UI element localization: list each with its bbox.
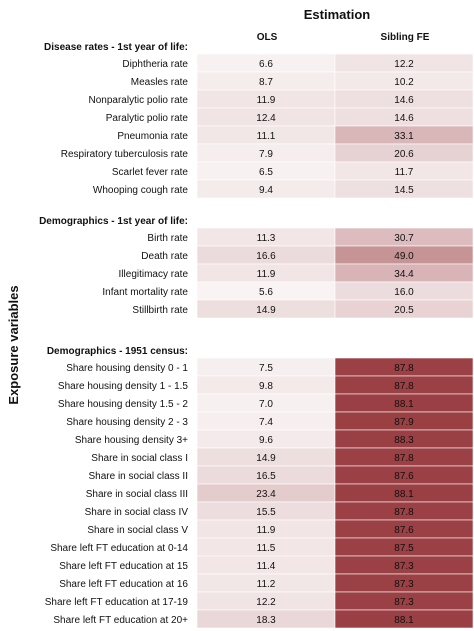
row-label-share-housing-density-1-5-2: Share housing density 1.5 - 2 (58, 399, 189, 410)
cell-value-share-in-social-class-iii-ols: 23.4 (256, 489, 276, 500)
row-label-paralytic-polio-rate: Paralytic polio rate (106, 113, 189, 124)
cell-value-share-left-ft-education-at-20-ols: 18.3 (256, 615, 276, 626)
cell-value-share-housing-density-1-1-5-sibling-fe: 87.8 (394, 381, 414, 392)
cell-value-share-housing-density-1-5-2-ols: 7.0 (259, 399, 273, 410)
row-label-respiratory-tuberculosis-rate: Respiratory tuberculosis rate (61, 149, 189, 160)
cell-value-pneumonia-rate-ols: 11.1 (257, 131, 276, 142)
cell-value-share-in-social-class-iv-sibling-fe: 87.8 (394, 507, 414, 518)
row-label-infant-mortality-rate: Infant mortality rate (102, 287, 188, 298)
cell-value-share-left-ft-education-at-15-sibling-fe: 87.3 (394, 561, 414, 572)
row-label-measles-rate: Measles rate (131, 77, 189, 88)
row-label-share-housing-density-3: Share housing density 3+ (75, 435, 188, 446)
row-label-pneumonia-rate: Pneumonia rate (117, 131, 188, 142)
row-label-share-in-social-class-iv: Share in social class IV (85, 507, 189, 518)
cell-value-share-housing-density-2-3-sibling-fe: 87.9 (394, 417, 414, 428)
cell-value-share-in-social-class-v-ols: 11.9 (257, 525, 276, 536)
group-header-1: Demographics - 1st year of life: (39, 216, 188, 227)
row-label-share-left-ft-education-at-15: Share left FT education at 15 (59, 561, 188, 572)
cell-value-death-rate-ols: 16.6 (256, 251, 276, 262)
cell-value-whooping-cough-rate-ols: 9.4 (259, 185, 273, 196)
cell-value-share-housing-density-3-sibling-fe: 88.3 (394, 435, 414, 446)
cell-value-share-housing-density-1-1-5-ols: 9.8 (259, 381, 273, 392)
row-label-share-left-ft-education-at-17-19: Share left FT education at 17-19 (45, 597, 189, 608)
cell-value-share-in-social-class-ii-sibling-fe: 87.6 (394, 471, 414, 482)
row-label-stillbirth-rate: Stillbirth rate (132, 305, 188, 316)
cell-value-pneumonia-rate-sibling-fe: 33.1 (394, 131, 414, 142)
row-label-death-rate: Death rate (141, 251, 188, 262)
heatmap-labels: Disease rates - 1st year of life: Diphthe… (39, 42, 188, 626)
cell-value-share-housing-density-2-3-ols: 7.4 (259, 417, 273, 428)
cell-value-share-left-ft-education-at-17-19-sibling-fe: 87.3 (394, 597, 414, 608)
row-label-illegitimacy-rate: Illegitimacy rate (119, 269, 189, 280)
cell-value-scarlet-fever-rate-sibling-fe: 11.7 (395, 167, 414, 178)
cell-value-paralytic-polio-rate-sibling-fe: 14.6 (394, 113, 414, 124)
cell-value-share-left-ft-education-at-15-ols: 11.4 (257, 561, 276, 572)
row-label-share-left-ft-education-at-0-14: Share left FT education at 0-14 (50, 543, 188, 554)
row-label-whooping-cough-rate: Whooping cough rate (93, 185, 189, 196)
cell-value-birth-rate-sibling-fe: 30.7 (394, 233, 414, 244)
column-header-ols: OLS (257, 32, 278, 43)
cell-value-share-in-social-class-ii-ols: 16.5 (256, 471, 276, 482)
row-label-scarlet-fever-rate: Scarlet fever rate (112, 167, 189, 178)
row-label-share-in-social-class-i: Share in social class I (91, 453, 188, 464)
cell-value-diphtheria-rate-ols: 6.6 (259, 59, 273, 70)
cell-value-share-in-social-class-iii-sibling-fe: 88.1 (394, 489, 414, 500)
cell-value-nonparalytic-polio-rate-ols: 11.9 (257, 95, 276, 106)
cell-value-share-housing-density-1-5-2-sibling-fe: 88.1 (394, 399, 414, 410)
cell-whooping-cough-rate-sibling-fe (334, 179, 474, 199)
cell-value-share-in-social-class-v-sibling-fe: 87.6 (394, 525, 414, 536)
y-axis-label: Exposure variables (6, 285, 21, 404)
cell-value-infant-mortality-rate-ols: 5.6 (259, 287, 273, 298)
cell-value-measles-rate-ols: 8.7 (259, 77, 273, 88)
row-label-diphtheria-rate: Diphtheria rate (122, 59, 188, 70)
cell-stillbirth-rate-sibling-fe (334, 299, 474, 319)
cell-value-share-housing-density-3-ols: 9.6 (259, 435, 273, 446)
row-label-birth-rate: Birth rate (147, 233, 188, 244)
cell-value-death-rate-sibling-fe: 49.0 (394, 251, 414, 262)
cell-value-nonparalytic-polio-rate-sibling-fe: 14.6 (394, 95, 414, 106)
cell-value-share-housing-density-0-1-ols: 7.5 (259, 363, 273, 374)
row-label-nonparalytic-polio-rate: Nonparalytic polio rate (89, 95, 189, 106)
cell-value-share-left-ft-education-at-0-14-sibling-fe: 87.5 (394, 543, 414, 554)
group-header-2: Demographics - 1951 census: (47, 346, 188, 357)
cell-value-whooping-cough-rate-sibling-fe: 14.5 (394, 185, 414, 196)
cell-value-share-in-social-class-i-sibling-fe: 87.8 (394, 453, 414, 464)
cell-value-share-left-ft-education-at-16-ols: 11.2 (257, 579, 276, 590)
cell-value-paralytic-polio-rate-ols: 12.4 (256, 113, 276, 124)
cell-value-share-in-social-class-i-ols: 14.9 (256, 453, 276, 464)
heatmap-cells: 6.6 12.2 8.7 10.2 11.9 14.6 12.4 14.6 11.1 33.1 7.… (196, 53, 474, 629)
cell-value-share-housing-density-0-1-sibling-fe: 87.8 (394, 363, 414, 374)
chart-title: Estimation (304, 7, 371, 22)
row-label-share-left-ft-education-at-16: Share left FT education at 16 (59, 579, 188, 590)
group-header-0: Disease rates - 1st year of life: (44, 42, 188, 53)
cell-value-share-in-social-class-iv-ols: 15.5 (256, 507, 276, 518)
cell-share-left-ft-education-at-20-sibling-fe (334, 609, 474, 629)
cell-value-share-left-ft-education-at-20-sibling-fe: 88.1 (394, 615, 414, 626)
cell-value-respiratory-tuberculosis-rate-ols: 7.9 (259, 149, 273, 160)
cell-value-stillbirth-rate-ols: 14.9 (256, 305, 276, 316)
cell-value-measles-rate-sibling-fe: 10.2 (394, 77, 414, 88)
cell-value-respiratory-tuberculosis-rate-sibling-fe: 20.6 (394, 149, 414, 160)
row-label-share-left-ft-education-at-20: Share left FT education at 20+ (53, 615, 188, 626)
row-label-share-in-social-class-ii: Share in social class II (89, 471, 189, 482)
cell-value-stillbirth-rate-sibling-fe: 20.5 (394, 305, 414, 316)
cell-value-share-left-ft-education-at-17-19-ols: 12.2 (256, 597, 276, 608)
cell-value-illegitimacy-rate-ols: 11.9 (257, 269, 276, 280)
cell-value-birth-rate-ols: 11.3 (257, 233, 276, 244)
cell-value-scarlet-fever-rate-ols: 6.5 (259, 167, 273, 178)
column-header-sibling-fe: Sibling FE (381, 32, 430, 43)
cell-value-infant-mortality-rate-sibling-fe: 16.0 (394, 287, 414, 298)
row-label-share-housing-density-0-1: Share housing density 0 - 1 (66, 363, 188, 374)
row-label-share-in-social-class-iii: Share in social class III (86, 489, 188, 500)
cell-value-share-left-ft-education-at-16-sibling-fe: 87.3 (394, 579, 414, 590)
cell-value-illegitimacy-rate-sibling-fe: 34.4 (394, 269, 414, 280)
row-label-share-housing-density-1-1-5: Share housing density 1 - 1.5 (58, 381, 189, 392)
cell-value-diphtheria-rate-sibling-fe: 12.2 (394, 59, 414, 70)
row-label-share-in-social-class-v: Share in social class V (87, 525, 188, 536)
cell-value-share-left-ft-education-at-0-14-ols: 11.5 (257, 543, 276, 554)
row-label-share-housing-density-2-3: Share housing density 2 - 3 (66, 417, 188, 428)
